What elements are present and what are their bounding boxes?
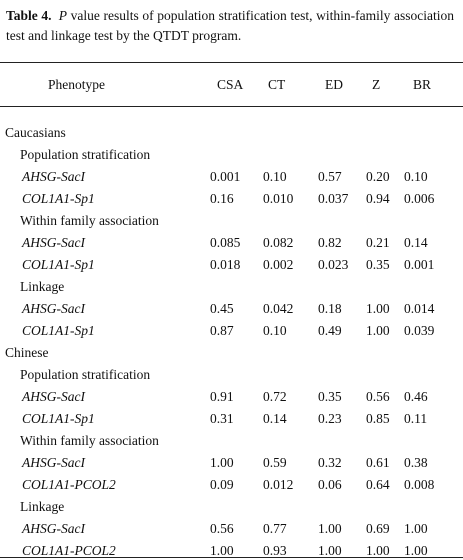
cell-value: 0.09	[210, 477, 234, 492]
phenotype: COL1A1-Sp1	[22, 191, 95, 206]
cell-value: 0.042	[263, 301, 294, 316]
cell-value: 0.21	[366, 235, 390, 250]
cell-value: 0.35	[366, 257, 390, 272]
cell-value: 0.49	[318, 323, 342, 338]
cell-value: 1.00	[210, 543, 234, 558]
phenotype: AHSG-SacI	[22, 301, 85, 316]
cell-value: 0.87	[210, 323, 234, 338]
cell-value: 0.002	[263, 257, 294, 272]
cell-value: 0.18	[318, 301, 342, 316]
cell-value: 0.06	[318, 477, 342, 492]
phenotype: COL1A1-Sp1	[22, 323, 95, 338]
cell-value: 0.001	[404, 257, 435, 272]
cell-value: 0.57	[318, 169, 342, 184]
cell-value: 0.56	[210, 521, 234, 536]
cell-value: 0.59	[263, 455, 287, 470]
cell-value: 1.00	[366, 323, 390, 338]
caption-label: Table 4.	[6, 8, 52, 23]
cell-value: 0.38	[404, 455, 428, 470]
column-header: Z	[372, 77, 381, 92]
cell-value: 0.012	[263, 477, 294, 492]
cell-value: 0.85	[366, 411, 390, 426]
cell-value: 0.35	[318, 389, 342, 404]
cell-value: 1.00	[318, 543, 342, 558]
cell-value: 0.023	[318, 257, 349, 272]
cell-value: 0.085	[210, 235, 241, 250]
column-header: Phenotype	[48, 77, 105, 92]
phenotype: AHSG-SacI	[22, 455, 85, 470]
cell-value: 0.010	[263, 191, 294, 206]
cell-value: 0.45	[210, 301, 234, 316]
cell-value: 0.014	[404, 301, 435, 316]
cell-value: 0.72	[263, 389, 287, 404]
column-header: CSA	[217, 77, 244, 92]
cell-value: 1.00	[404, 543, 428, 558]
cell-value: 0.082	[263, 235, 294, 250]
cell-value: 0.006	[404, 191, 435, 206]
bottom-rule	[0, 557, 463, 558]
cell-value: 0.31	[210, 411, 234, 426]
cell-value: 0.14	[404, 235, 428, 250]
cell-value: 1.00	[366, 301, 390, 316]
cell-value: 0.16	[210, 191, 234, 206]
caption-text: value results of population stratificati…	[6, 8, 455, 43]
caption: Table 4. P value results of population s…	[6, 6, 454, 46]
phenotype: AHSG-SacI	[22, 521, 85, 536]
cell-value: 0.69	[366, 521, 390, 536]
column-header: ED	[325, 77, 343, 92]
phenotype: AHSG-SacI	[22, 235, 85, 250]
cell-value: 0.14	[263, 411, 287, 426]
cell-value: 0.64	[366, 477, 390, 492]
test-label: Linkage	[20, 499, 65, 514]
phenotype: COL1A1-PCOL2	[22, 543, 116, 558]
cell-value: 0.91	[210, 389, 234, 404]
cell-value: 0.46	[404, 389, 428, 404]
cell-value: 0.20	[366, 169, 390, 184]
cell-value: 0.10	[404, 169, 428, 184]
cell-value: 1.00	[318, 521, 342, 536]
column-header: BR	[413, 77, 432, 92]
cell-value: 0.32	[318, 455, 342, 470]
top-rule	[0, 62, 463, 63]
caption-italic: P	[58, 8, 68, 23]
cell-value: 0.82	[318, 235, 342, 250]
cell-value: 0.001	[210, 169, 241, 184]
header-rule	[0, 106, 463, 107]
test-label: Within family association	[20, 213, 159, 228]
cell-value: 0.93	[263, 543, 287, 558]
phenotype: AHSG-SacI	[22, 169, 85, 184]
cell-value: 0.23	[318, 411, 342, 426]
cell-value: 0.11	[404, 411, 428, 426]
cell-value: 0.94	[366, 191, 390, 206]
phenotype: COL1A1-Sp1	[22, 257, 95, 272]
cell-value: 1.00	[210, 455, 234, 470]
cell-value: 0.61	[366, 455, 390, 470]
cell-value: 1.00	[366, 543, 390, 558]
cell-value: 0.037	[318, 191, 349, 206]
test-label: Population stratification	[20, 147, 151, 162]
cell-value: 0.10	[263, 323, 287, 338]
group-label: Caucasians	[5, 125, 66, 140]
test-label: Within family association	[20, 433, 159, 448]
phenotype: AHSG-SacI	[22, 389, 85, 404]
cell-value: 0.10	[263, 169, 287, 184]
cell-value: 1.00	[404, 521, 428, 536]
test-label: Population stratification	[20, 367, 151, 382]
cell-value: 0.039	[404, 323, 435, 338]
column-header: CT	[268, 77, 286, 92]
cell-value: 0.008	[404, 477, 435, 492]
group-label: Chinese	[5, 345, 49, 360]
test-label: Linkage	[20, 279, 65, 294]
cell-value: 0.018	[210, 257, 241, 272]
cell-value: 0.56	[366, 389, 390, 404]
phenotype: COL1A1-Sp1	[22, 411, 95, 426]
phenotype: COL1A1-PCOL2	[22, 477, 116, 492]
cell-value: 0.77	[263, 521, 287, 536]
